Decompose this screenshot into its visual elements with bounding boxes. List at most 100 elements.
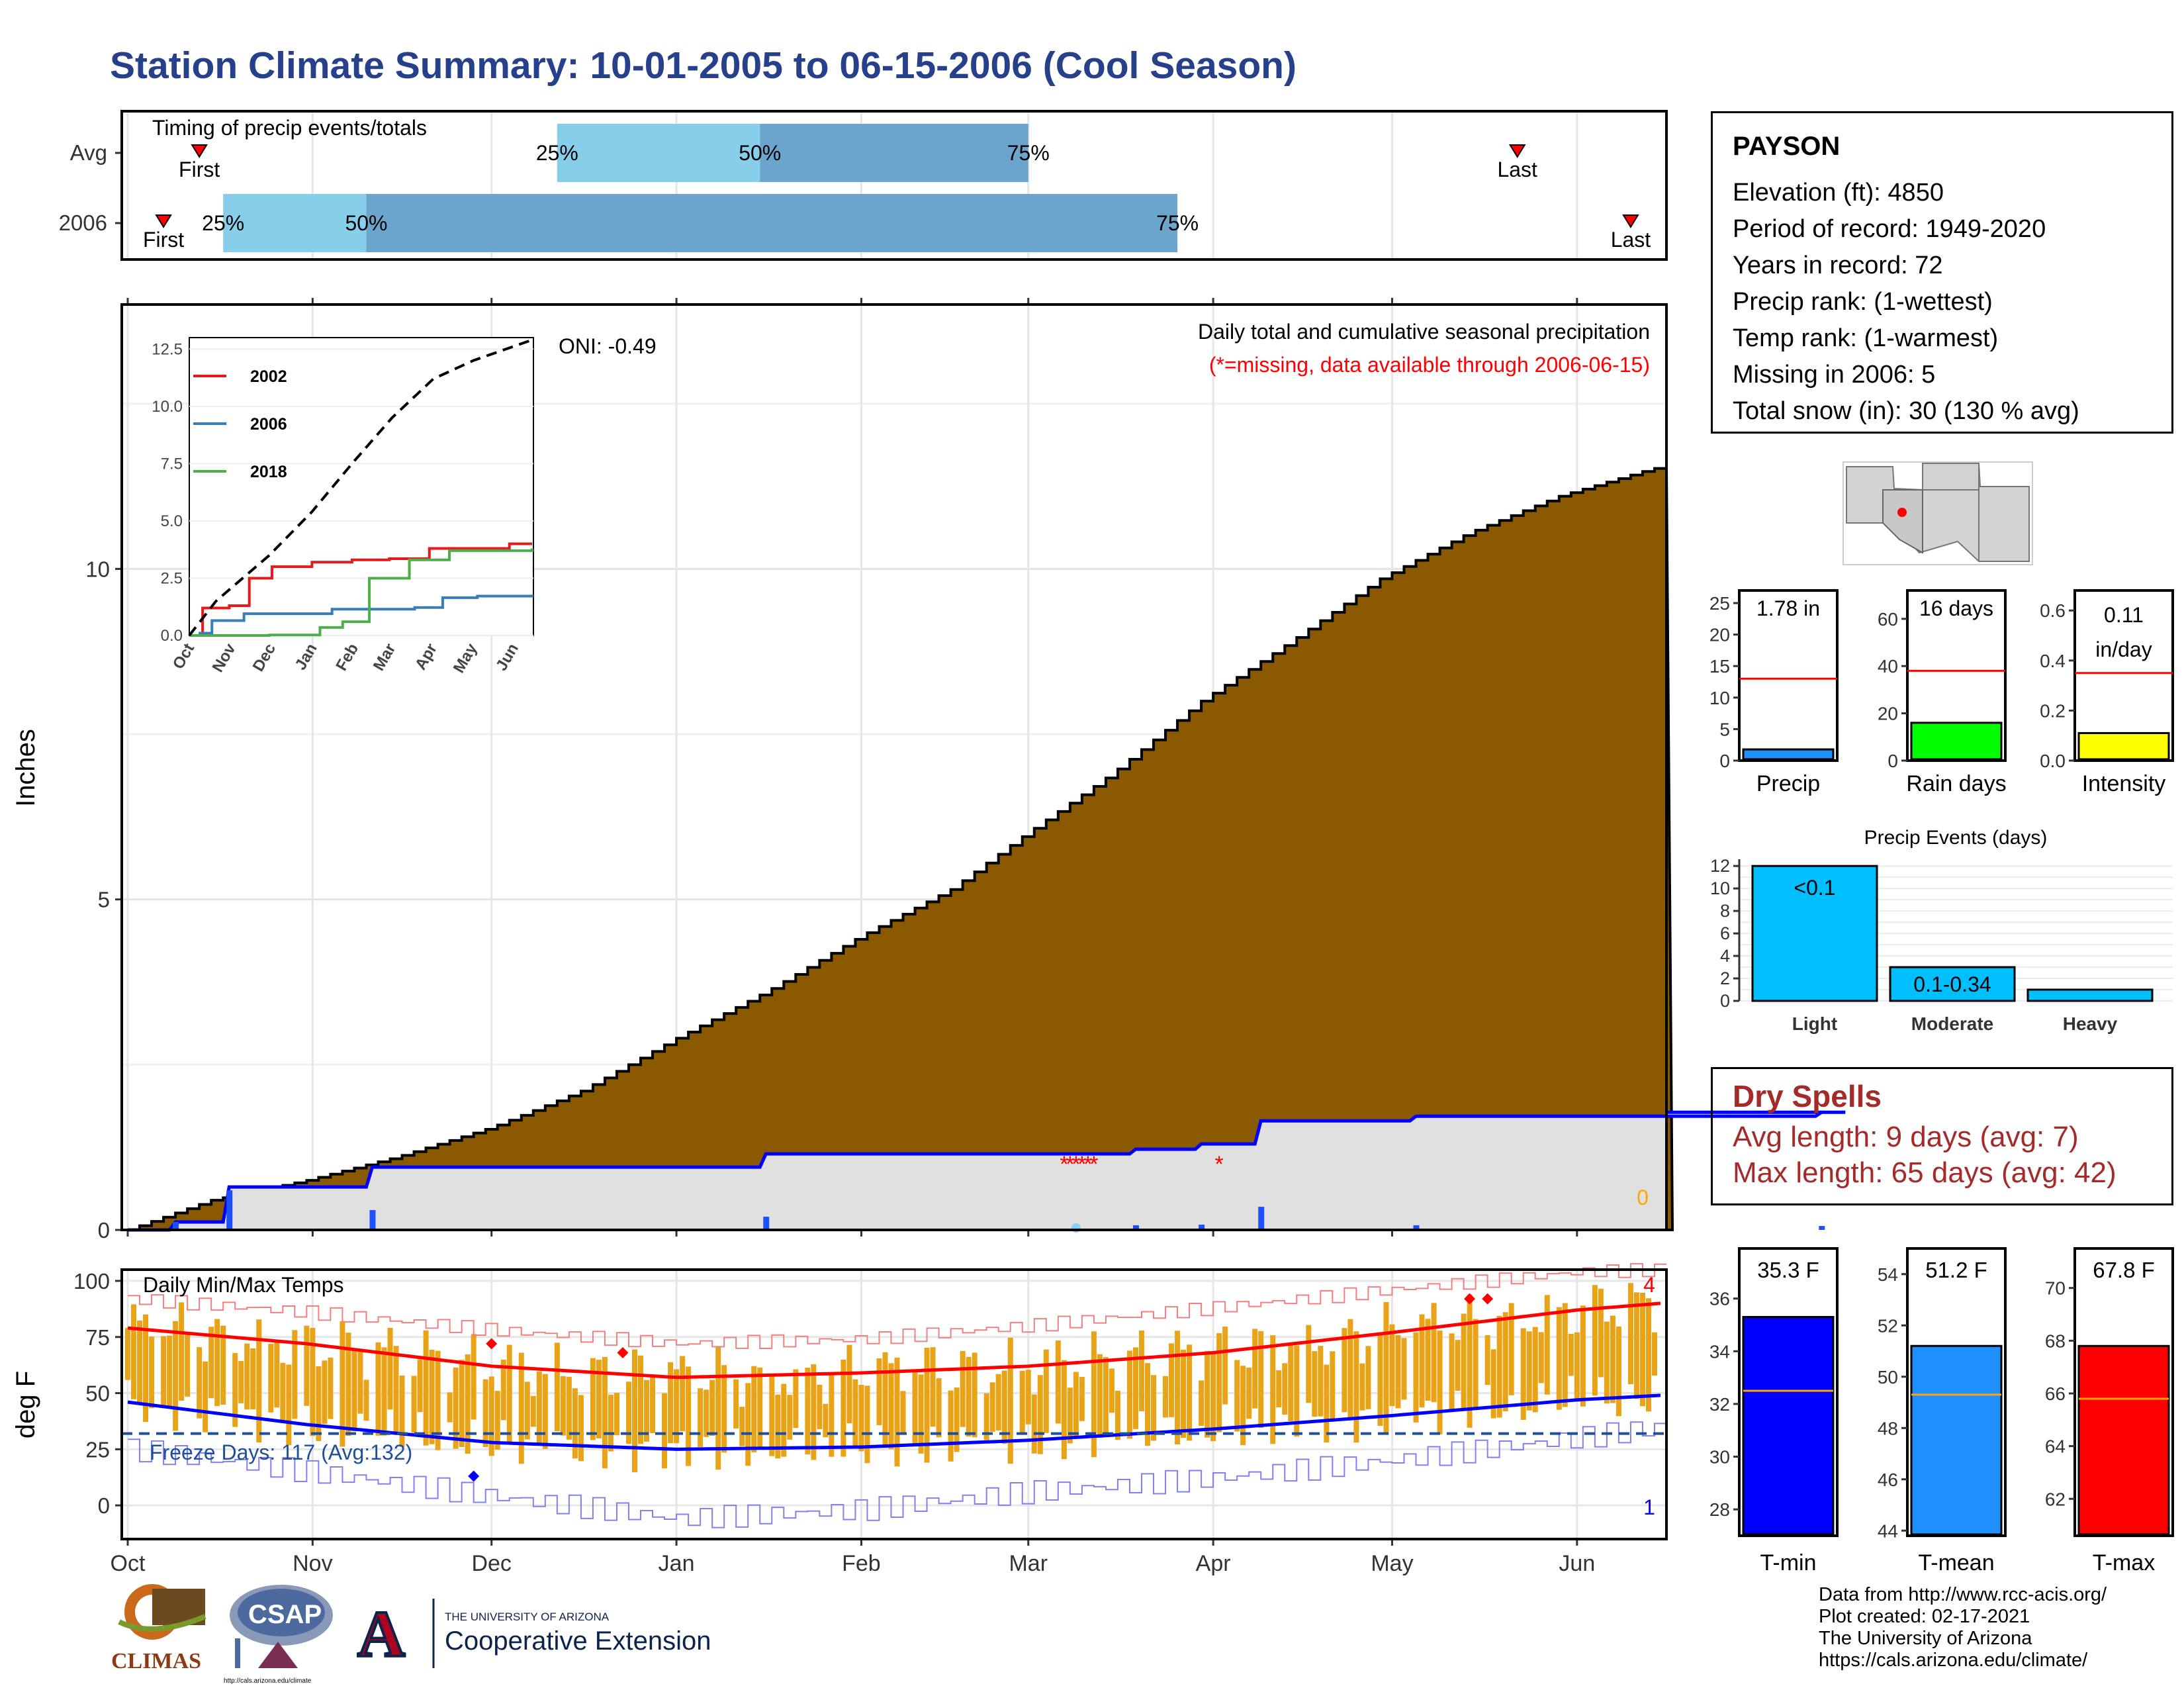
summary-tick-label: 0.6 <box>2040 600 2066 621</box>
actual-cumulative-line <box>128 1110 1846 1232</box>
daily-temp-bar <box>393 1346 399 1435</box>
tsum-tick-label: 50 <box>1878 1367 1898 1387</box>
daily-temp-bar <box>644 1380 650 1442</box>
daily-temp-bar <box>1097 1354 1103 1438</box>
events-tick-label: 0 <box>1720 991 1730 1011</box>
daily-temp-bar <box>417 1359 423 1413</box>
events-tick-label: 10 <box>1710 878 1730 898</box>
daily-temp-bar <box>1347 1319 1353 1419</box>
timing-bar-50-75 <box>366 194 1178 252</box>
daily-temp-bar <box>143 1314 149 1423</box>
daily-temp-bar <box>1270 1335 1276 1444</box>
daily-temp-bar <box>948 1390 954 1462</box>
daily-temp-bar <box>494 1391 500 1450</box>
daily-temp-bar <box>1473 1319 1479 1410</box>
month-label: Mar <box>1009 1551 1048 1576</box>
daily-temp-bar <box>1210 1352 1216 1442</box>
daily-temp-bar <box>220 1325 226 1405</box>
intensity-value: 0.11 <box>2104 603 2144 627</box>
ua-small-label: THE UNIVERSITY OF ARIZONA <box>445 1611 610 1623</box>
missing-marker: * <box>1077 1152 1086 1177</box>
daily-temp-bar <box>185 1334 191 1397</box>
tsum-label: T-mean <box>1918 1550 1994 1575</box>
missing-marker: * <box>1071 1152 1080 1177</box>
month-label: Oct <box>111 1551 146 1576</box>
daily-temp-bar <box>745 1383 751 1466</box>
daily-temp-bar <box>1508 1303 1514 1395</box>
ua-logo: A THE UNIVERSITY OF ARIZONA Cooperative … <box>356 1596 711 1672</box>
daily-temp-bar <box>1437 1331 1443 1434</box>
daily-temp-bar <box>1282 1363 1288 1415</box>
daily-temp-bar <box>1639 1292 1645 1407</box>
daily-temp-bar <box>817 1384 823 1429</box>
daily-temp-bar <box>322 1360 328 1424</box>
event-bar <box>1751 865 1878 1002</box>
tsum-bar <box>1910 1344 2003 1536</box>
daily-temp-bar <box>1043 1349 1049 1433</box>
daily-temp-bar <box>1199 1380 1205 1427</box>
daily-temp-bar <box>954 1387 960 1452</box>
month-label: Apr <box>1196 1551 1231 1576</box>
daily-temp-bar <box>1312 1351 1318 1417</box>
daily-temp-bar <box>876 1358 882 1425</box>
daily-temp-bar <box>286 1364 292 1446</box>
last-marker <box>1622 214 1639 228</box>
daily-temp-bar <box>823 1403 829 1438</box>
daily-temp-bar <box>542 1374 548 1449</box>
tsum-tick-label: 30 <box>1709 1447 1730 1468</box>
timing-row-label: 2006 <box>59 211 107 235</box>
inset-legend-label: 2002 <box>250 367 287 386</box>
daily-temp-bar <box>1246 1367 1252 1419</box>
daily-temp-bar <box>912 1372 918 1444</box>
p75-label: 75% <box>1007 141 1050 165</box>
daily-temp-bar <box>638 1355 644 1444</box>
summary-tick-label: 0.0 <box>2040 751 2066 771</box>
tsum-tick-label: 64 <box>2045 1436 2066 1457</box>
daily-precip-bar <box>173 1222 179 1230</box>
daily-temp-bar <box>1645 1298 1651 1412</box>
tsum-tick-label: 54 <box>1878 1264 1898 1285</box>
daily-temp-bar <box>1419 1314 1425 1408</box>
ua-big-label: Cooperative Extension <box>445 1626 711 1656</box>
month-label: Feb <box>842 1551 881 1576</box>
daily-temp-bar <box>1073 1372 1079 1436</box>
daily-temp-bar <box>149 1336 155 1409</box>
oni-label: ONI: -0.49 <box>559 334 657 358</box>
daily-temp-bar <box>894 1357 900 1467</box>
daily-temp-bar <box>375 1342 381 1436</box>
daily-temp-bar <box>197 1347 203 1419</box>
record-high-line <box>128 1263 1666 1350</box>
precip-frame <box>120 303 1668 1231</box>
month-label: May <box>1371 1551 1413 1576</box>
daily-temp-bar <box>340 1321 345 1447</box>
summary-tick-label: 0.4 <box>2040 651 2066 671</box>
daily-precip-bar <box>1258 1207 1265 1230</box>
daily-temp-bar <box>244 1343 250 1410</box>
daily-temp-bar <box>167 1335 173 1409</box>
daily-temp-bar <box>1126 1350 1132 1439</box>
daily-temp-bar <box>1401 1338 1407 1400</box>
daily-temp-bar <box>1389 1324 1395 1407</box>
missing-marker: * <box>1066 1152 1074 1177</box>
daily-temp-bar <box>775 1394 781 1459</box>
daily-temp-bar <box>1276 1370 1282 1408</box>
daily-precip-bar <box>1819 1226 1825 1230</box>
station-info-row: Period of record: 1949-2020 <box>1733 215 2046 243</box>
inset-ytick-label: 0.0 <box>161 627 183 645</box>
tsum-value: 35.3 F <box>1757 1258 1819 1282</box>
daily-temp-bar <box>1633 1292 1639 1399</box>
daily-temp-bar <box>1556 1307 1562 1410</box>
page-title: Station Climate Summary: 10-01-2005 to 0… <box>110 44 1297 87</box>
daily-temp-bar <box>1144 1363 1150 1446</box>
daily-temp-bar <box>280 1362 286 1421</box>
daily-temp-bar <box>936 1378 942 1438</box>
daily-precip-bar <box>763 1217 770 1230</box>
daily-temp-bar <box>1449 1333 1455 1409</box>
daily-temp-bar <box>924 1347 930 1463</box>
daily-temp-bar <box>500 1359 506 1421</box>
inset-ytick-label: 12.5 <box>152 340 183 358</box>
timing-bar-25-50 <box>557 124 760 182</box>
summary-bar <box>1910 722 2003 761</box>
inset-series-line <box>189 594 533 637</box>
events-title: Precip Events (days) <box>1864 827 2048 849</box>
